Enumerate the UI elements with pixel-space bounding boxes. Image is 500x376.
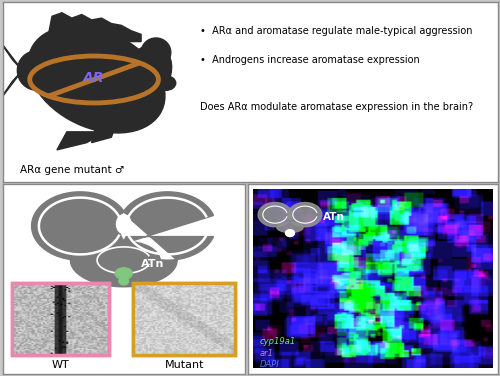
Ellipse shape — [156, 76, 176, 90]
Ellipse shape — [18, 51, 57, 90]
Ellipse shape — [28, 26, 165, 133]
Ellipse shape — [120, 45, 172, 103]
Text: AR: AR — [84, 71, 105, 85]
Text: ATn: ATn — [140, 259, 164, 269]
Text: •  ARα and aromatase regulate male-typical aggression: • ARα and aromatase regulate male-typica… — [200, 26, 473, 36]
Ellipse shape — [119, 277, 128, 285]
Polygon shape — [112, 83, 151, 103]
Text: cyp19a1: cyp19a1 — [260, 337, 296, 346]
Text: WT: WT — [52, 359, 70, 370]
Polygon shape — [92, 123, 116, 143]
Polygon shape — [57, 132, 106, 150]
Text: Mutant: Mutant — [164, 359, 204, 370]
FancyBboxPatch shape — [252, 190, 492, 368]
Polygon shape — [288, 203, 322, 227]
Circle shape — [286, 230, 294, 237]
Polygon shape — [258, 203, 292, 227]
Ellipse shape — [116, 268, 132, 279]
Text: DAPI: DAPI — [260, 360, 280, 369]
Polygon shape — [32, 192, 214, 287]
Ellipse shape — [277, 223, 303, 232]
Text: ATn: ATn — [322, 212, 344, 221]
Text: ar1: ar1 — [260, 349, 274, 358]
Ellipse shape — [141, 38, 171, 67]
Text: Does ARα modulate aromatase expression in the brain?: Does ARα modulate aromatase expression i… — [200, 102, 473, 112]
Polygon shape — [47, 13, 141, 42]
FancyBboxPatch shape — [12, 283, 109, 355]
Text: •  Androgens increase aromatase expression: • Androgens increase aromatase expressio… — [200, 55, 420, 65]
Ellipse shape — [116, 215, 131, 233]
Ellipse shape — [88, 241, 160, 279]
Polygon shape — [0, 38, 22, 103]
FancyBboxPatch shape — [134, 283, 236, 355]
Text: ARα gene mutant ♂: ARα gene mutant ♂ — [20, 165, 124, 175]
